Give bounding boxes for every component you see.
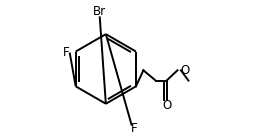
- Text: F: F: [131, 123, 138, 136]
- Text: O: O: [162, 99, 171, 112]
- Text: O: O: [180, 64, 189, 77]
- Text: Br: Br: [93, 5, 106, 18]
- Text: F: F: [63, 46, 70, 59]
